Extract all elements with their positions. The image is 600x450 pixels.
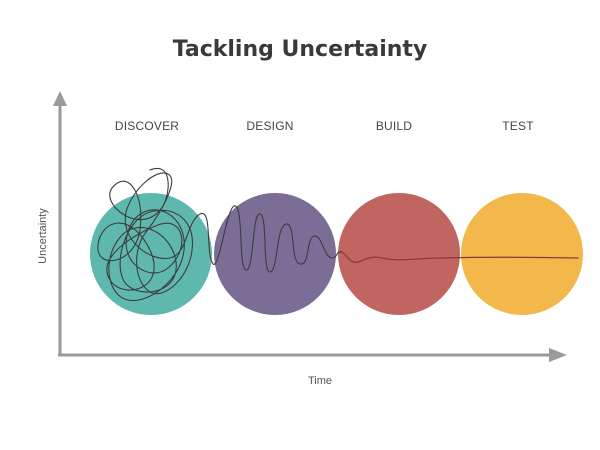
phase-label-discover: DISCOVER — [115, 119, 179, 133]
phase-label-design: DESIGN — [246, 119, 293, 133]
y-axis-arrow-icon — [53, 91, 67, 106]
phase-label-build: BUILD — [376, 119, 412, 133]
diagram-title: Tackling Uncertainty — [173, 37, 428, 62]
uncertainty-scribble — [97, 167, 343, 302]
phase-circle-test — [461, 193, 583, 315]
x-axis-label: Time — [308, 375, 332, 387]
x-axis-arrow-icon — [549, 348, 567, 362]
phase-label-test: TEST — [502, 119, 534, 133]
phase-circle-build — [338, 193, 460, 315]
uncertainty-line — [341, 251, 579, 263]
y-axis-label: Uncertainty — [37, 208, 49, 264]
phase-circle-design — [214, 193, 336, 315]
